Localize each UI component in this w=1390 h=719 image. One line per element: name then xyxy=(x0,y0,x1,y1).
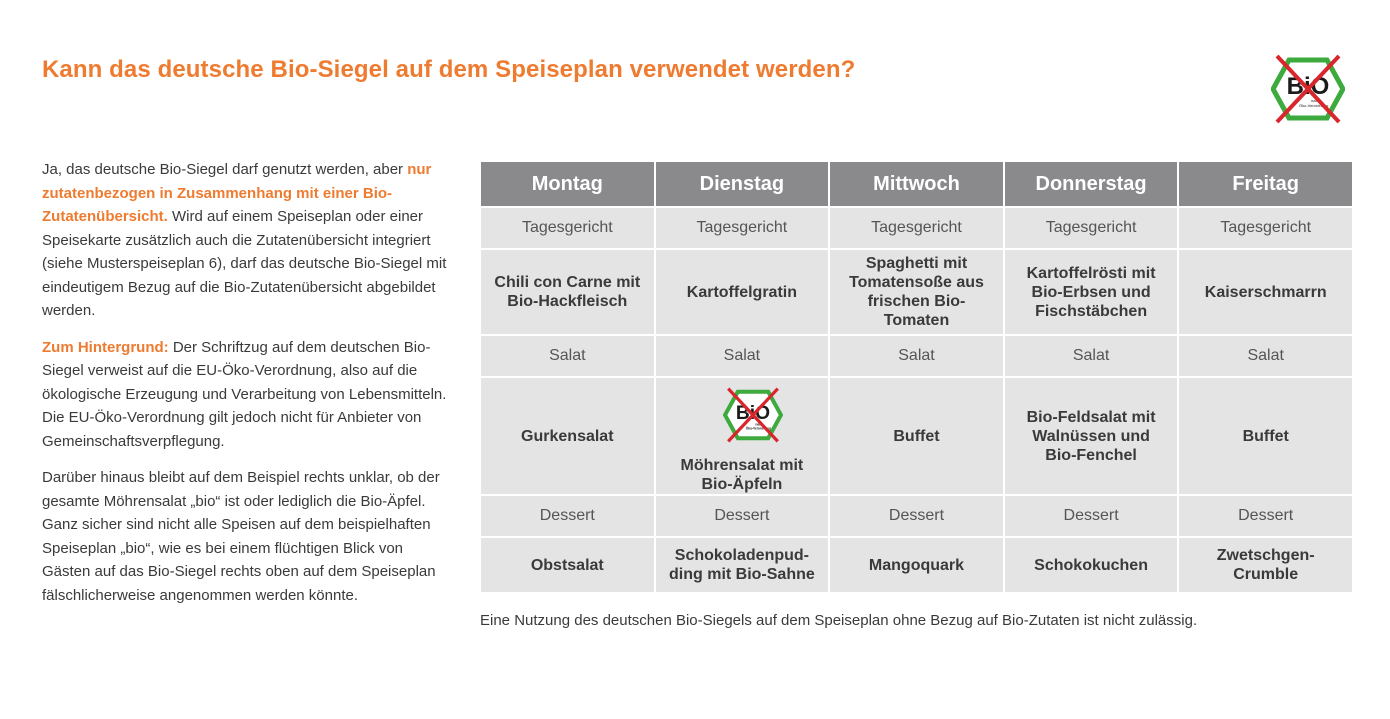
course-label: Tagesgericht xyxy=(479,206,656,250)
dish-label: Möhrensalat mit Bio-Äpfeln xyxy=(680,457,804,493)
dish-cell: Buffet xyxy=(828,376,1005,496)
course-label: Salat xyxy=(479,334,656,378)
course-label: Tagesgericht xyxy=(1177,206,1354,250)
course-label: Tagesgericht xyxy=(653,206,831,250)
day-header: Montag xyxy=(479,160,656,208)
svg-text:nach: nach xyxy=(1311,98,1320,103)
course-label: Salat xyxy=(1002,334,1180,378)
course-label: Tagesgericht xyxy=(1002,206,1180,250)
course-label: Dessert xyxy=(1002,494,1180,538)
day-header: Mittwoch xyxy=(828,160,1005,208)
dish-cell: Gurkensalat xyxy=(479,376,656,496)
dish-cell: Chili con Carne mit Bio-Hackfleisch xyxy=(479,248,656,336)
course-label: Salat xyxy=(1177,334,1354,378)
dish-row: Obstsalat Schokoladenpud­ding mit Bio-Sa… xyxy=(479,536,1354,594)
day-header-row: Montag Dienstag Mittwoch Donnerstag Frei… xyxy=(479,160,1354,208)
dish-cell: Zwetschgen-Crumble xyxy=(1177,536,1354,594)
course-label: Salat xyxy=(828,334,1005,378)
bio-seal-crossed-icon: BiO nach Öko-Verordnung xyxy=(722,387,783,443)
page-title: Kann das deutsche Bio-Siegel auf dem Spe… xyxy=(42,56,856,83)
dish-cell: Kartoffelrösti mit Bio-Erbsen und Fischs… xyxy=(1002,248,1180,336)
course-label: Dessert xyxy=(1177,494,1354,538)
dish-cell: Obstsalat xyxy=(479,536,656,594)
course-label: Salat xyxy=(653,334,831,378)
bio-seal-crossed-icon: BiO nach Öko-Verordnung xyxy=(1271,54,1345,124)
dish-cell: Kartoffelgratin xyxy=(653,248,831,336)
course-label: Dessert xyxy=(653,494,831,538)
dish-cell: Mangoquark xyxy=(828,536,1005,594)
day-header: Freitag xyxy=(1177,160,1354,208)
course-row: Salat Salat Salat Salat Salat xyxy=(479,334,1354,378)
dish-row: Chili con Carne mit Bio-Hackfleisch Kart… xyxy=(479,248,1354,336)
intro-paragraph-1: Ja, das deutsche Bio-Siegel darf genutzt… xyxy=(42,161,447,319)
dish-row: Gurkensalat BiO nach Öko-Verordnung Möh xyxy=(479,376,1354,496)
day-header: Dienstag xyxy=(653,160,831,208)
dish-cell: BiO nach Öko-Verordnung Möhrensalat mit … xyxy=(653,376,831,496)
dish-cell: Schokokuchen xyxy=(1002,536,1180,594)
highlight-text: nur zutatenbezogen in Zusammenhang mit e… xyxy=(42,161,432,225)
dish-cell: Schokoladenpud­ding mit Bio-Sahne xyxy=(653,536,831,594)
course-row: Tagesgericht Tagesgericht Tagesgericht T… xyxy=(479,206,1354,250)
intro-paragraph-3: Darüber hinaus bleibt auf dem Beispiel r… xyxy=(42,469,440,604)
svg-text:Öko-Verordnung: Öko-Verordnung xyxy=(745,425,770,430)
intro-paragraph-2: Zum Hintergrund: Der Schriftzug auf dem … xyxy=(42,338,447,450)
course-label: Tagesgericht xyxy=(828,206,1005,250)
intro-text: Ja, das deutsche Bio-Siegel darf genutzt… xyxy=(42,158,447,620)
day-header: Donnerstag xyxy=(1002,160,1180,208)
svg-text:nach: nach xyxy=(755,422,762,426)
course-row: Dessert Dessert Dessert Dessert Dessert xyxy=(479,494,1354,538)
dish-cell: Bio-Feldsalat mit Walnüssen und Bio-Fenc… xyxy=(1002,376,1180,496)
svg-text:Öko-Verordnung: Öko-Verordnung xyxy=(1299,103,1328,108)
menu-table: Montag Dienstag Mittwoch Donnerstag Frei… xyxy=(479,160,1354,594)
footnote: Eine Nutzung des deutschen Bio-Siegels a… xyxy=(480,612,1198,629)
dish-cell: Kaiserschmarrn xyxy=(1177,248,1354,336)
course-label: Dessert xyxy=(828,494,1005,538)
course-label: Dessert xyxy=(479,494,656,538)
dish-cell: Buffet xyxy=(1177,376,1354,496)
highlight-text: Zum Hintergrund: xyxy=(42,338,169,356)
dish-cell: Spaghetti mit Tomatensoße aus frischen B… xyxy=(828,248,1005,336)
